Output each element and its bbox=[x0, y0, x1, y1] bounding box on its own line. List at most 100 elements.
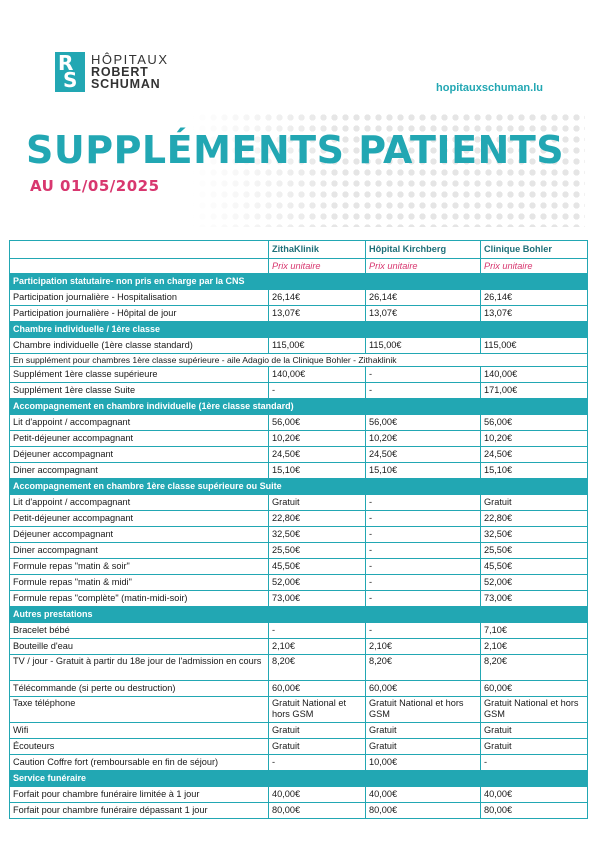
price-cell: 115,00€ bbox=[268, 337, 366, 354]
price-cell: 40,00€ bbox=[365, 786, 481, 803]
table-row: Bracelet bébé - -7,10€ bbox=[9, 622, 588, 639]
price-cell: Gratuit bbox=[365, 722, 481, 739]
table-row: Participation journalière - Hôpital de j… bbox=[9, 305, 588, 322]
price-cell: 25,50€ bbox=[268, 542, 366, 559]
table-row: Diner accompagnant 15,10€ 15,10€ 15,10€ bbox=[9, 462, 588, 479]
price-cell: 45,50€ bbox=[268, 558, 366, 575]
price-cell: 32,50€ bbox=[480, 526, 588, 543]
price-cell: 80,00€ bbox=[480, 802, 588, 819]
website-link[interactable]: hopitauxschuman.lu bbox=[436, 82, 543, 94]
price-cell: - bbox=[365, 622, 481, 639]
table-row: Chambre individuelle (1ère classe standa… bbox=[9, 337, 588, 354]
price-cell: 26,14€ bbox=[365, 289, 481, 306]
row-label: Petit-déjeuner accompagnant bbox=[9, 430, 269, 447]
price-cell: - bbox=[365, 574, 481, 591]
price-cell: Gratuit National et hors GSM bbox=[268, 696, 366, 723]
price-cell: 56,00€ bbox=[268, 414, 366, 431]
table-row: Petit-déjeuner accompagnant 10,20€ 10,20€ 1… bbox=[9, 430, 588, 447]
row-label: Supplément 1ère classe Suite bbox=[9, 382, 269, 399]
table-row: TV / jour - Gratuit à partir du 18e jour… bbox=[9, 654, 588, 681]
section-title: Chambre individuelle / 1ère classe bbox=[9, 321, 588, 338]
table-row: Écouteurs Gratuit Gratuit Gratuit bbox=[9, 738, 588, 755]
page-subtitle-date: AU 01/05/2025 bbox=[30, 177, 160, 195]
price-cell: 52,00€ bbox=[268, 574, 366, 591]
logo-line-3: SCHUMAN bbox=[91, 77, 161, 91]
table-row: Participation journalière - Hospitalisat… bbox=[9, 289, 588, 306]
price-cell: 8,20€ bbox=[365, 654, 481, 681]
price-cell: - bbox=[365, 366, 481, 383]
section-title: Participation statutaire- non pris en ch… bbox=[9, 273, 588, 290]
price-cell: 10,20€ bbox=[480, 430, 588, 447]
price-cell: 26,14€ bbox=[268, 289, 366, 306]
row-label: Diner accompagnant bbox=[9, 542, 269, 559]
price-cell: - bbox=[480, 754, 588, 771]
price-cell: - bbox=[365, 526, 481, 543]
price-cell: 7,10€ bbox=[480, 622, 588, 639]
price-cell: 60,00€ bbox=[268, 680, 366, 697]
logo-line-1: HÔPITAUX bbox=[91, 52, 169, 67]
row-label: Petit-déjeuner accompagnant bbox=[9, 510, 269, 527]
row-label: Formule repas "matin & midi" bbox=[9, 574, 269, 591]
price-cell: 8,20€ bbox=[480, 654, 588, 681]
table-row: Déjeuner accompagnant 32,50€ -32,50€ bbox=[9, 526, 588, 543]
hospital-logo: R S HÔPITAUX ROBERT SCHUMAN bbox=[55, 52, 169, 92]
price-cell: 15,10€ bbox=[365, 462, 481, 479]
price-cell: Gratuit bbox=[480, 722, 588, 739]
section-header-row: Chambre individuelle / 1ère classe bbox=[9, 321, 588, 338]
price-cell: 10,20€ bbox=[365, 430, 481, 447]
row-label: Participation journalière - Hospitalisat… bbox=[9, 289, 269, 306]
row-label: Déjeuner accompagnant bbox=[9, 446, 269, 463]
page-title: SUPPLÉMENTS PATIENTS bbox=[26, 128, 565, 172]
price-cell: 45,50€ bbox=[480, 558, 588, 575]
logo-mark-icon: R S bbox=[55, 52, 85, 92]
price-cell: 140,00€ bbox=[480, 366, 588, 383]
unit-cell: Prix unitaire bbox=[365, 258, 481, 274]
row-label: Formule repas "complète" (matin-midi-soi… bbox=[9, 590, 269, 607]
column-header: Hôpital Kirchberg bbox=[365, 240, 481, 259]
logo-text: HÔPITAUX ROBERT SCHUMAN bbox=[91, 52, 169, 91]
row-label: Bracelet bébé bbox=[9, 622, 269, 639]
column-header: ZithaKlinik bbox=[268, 240, 366, 259]
price-cell: 22,80€ bbox=[480, 510, 588, 527]
price-cell: Gratuit bbox=[268, 738, 366, 755]
unit-cell: Prix unitaire bbox=[480, 258, 588, 274]
note-text: En supplément pour chambres 1ère classe … bbox=[9, 353, 588, 367]
price-cell: 8,20€ bbox=[268, 654, 366, 681]
price-cell: 171,00€ bbox=[480, 382, 588, 399]
row-label: Wifi bbox=[9, 722, 269, 739]
price-cell: 115,00€ bbox=[365, 337, 481, 354]
section-header-row: Service funéraire bbox=[9, 770, 588, 787]
price-cell: 26,14€ bbox=[480, 289, 588, 306]
row-label: Lit d'appoint / accompagnant bbox=[9, 414, 269, 431]
table-header-row: ZithaKlinik Hôpital Kirchberg Clinique B… bbox=[9, 240, 588, 259]
table-row: Taxe téléphone Gratuit National et hors G… bbox=[9, 696, 588, 723]
price-cell: 25,50€ bbox=[480, 542, 588, 559]
price-table: ZithaKlinik Hôpital Kirchberg Clinique B… bbox=[9, 240, 588, 819]
price-cell: 115,00€ bbox=[480, 337, 588, 354]
row-label: Chambre individuelle (1ère classe standa… bbox=[9, 337, 269, 354]
price-cell: 24,50€ bbox=[268, 446, 366, 463]
price-cell: Gratuit National et hors GSM bbox=[365, 696, 481, 723]
price-cell: - bbox=[268, 622, 366, 639]
row-label: TV / jour - Gratuit à partir du 18e jour… bbox=[9, 654, 269, 681]
price-cell: - bbox=[365, 558, 481, 575]
price-cell: - bbox=[365, 494, 481, 511]
price-cell: Gratuit bbox=[480, 494, 588, 511]
row-label: Lit d'appoint / accompagnant bbox=[9, 494, 269, 511]
table-row: Bouteille d'eau 2,10€ 2,10€ 2,10€ bbox=[9, 638, 588, 655]
price-cell: 60,00€ bbox=[365, 680, 481, 697]
price-cell: Gratuit bbox=[365, 738, 481, 755]
page-header: R S HÔPITAUX ROBERT SCHUMAN hopitauxschu… bbox=[0, 0, 595, 236]
row-label: Écouteurs bbox=[9, 738, 269, 755]
row-label: Participation journalière - Hôpital de j… bbox=[9, 305, 269, 322]
table-row: Lit d'appoint / accompagnant Gratuit - Grat… bbox=[9, 494, 588, 511]
table-body: Participation statutaire- non pris en ch… bbox=[9, 273, 588, 819]
table-row: Diner accompagnant 25,50€ -25,50€ bbox=[9, 542, 588, 559]
row-label: Caution Coffre fort (remboursable en fin… bbox=[9, 754, 269, 771]
price-cell: 2,10€ bbox=[365, 638, 481, 655]
price-cell: 52,00€ bbox=[480, 574, 588, 591]
price-cell: 24,50€ bbox=[480, 446, 588, 463]
logo-line-2: ROBERT bbox=[91, 65, 149, 79]
price-cell: 140,00€ bbox=[268, 366, 366, 383]
price-cell: 24,50€ bbox=[365, 446, 481, 463]
